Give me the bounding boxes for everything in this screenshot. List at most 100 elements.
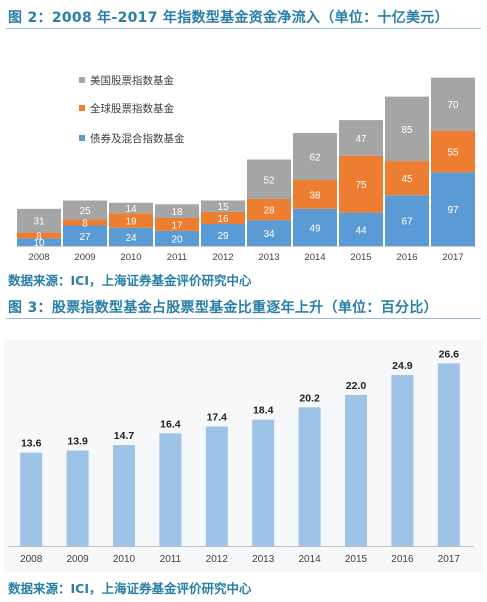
data-label-2015-s1: 75 xyxy=(355,180,367,191)
bar-segment-2012-s2 xyxy=(201,200,245,212)
data-label-2015-s2: 47 xyxy=(355,134,367,145)
data-label-2010-s0: 24 xyxy=(125,233,137,244)
data-label-2012-s1: 16 xyxy=(217,214,229,225)
x-tick-label-2008: 2008 xyxy=(28,252,49,263)
data-label-2008-s0: 10 xyxy=(33,238,45,249)
x-tick-label-2016: 2016 xyxy=(396,252,417,263)
data-label-2017-s0: 97 xyxy=(447,205,459,216)
data-label-2010-s2: 14 xyxy=(125,204,137,215)
data-label-2013: 18.4 xyxy=(253,405,274,417)
data-label-2016-s1: 45 xyxy=(401,174,413,185)
x-tick-label-2009: 2009 xyxy=(66,554,89,565)
data-label-2009-s1: 8 xyxy=(82,218,88,229)
x-tick-label-2011: 2011 xyxy=(167,252,187,263)
bar-segment-2013-s2 xyxy=(247,159,291,199)
x-tick-label-2014: 2014 xyxy=(298,554,321,565)
x-tick-label-2012: 2012 xyxy=(212,252,233,263)
data-label-2013-s2: 52 xyxy=(263,175,275,186)
data-label-2013-s0: 34 xyxy=(263,229,275,240)
x-tick-label-2015: 2015 xyxy=(350,252,371,263)
net-inflow-chart-panel: 10 8 31 2008 27 8 25 2009 24 19 14 2010 20 17 18 2011 29… xyxy=(4,44,483,266)
bar-segment-2011-s1 xyxy=(155,217,199,231)
data-label-2012: 17.4 xyxy=(207,412,228,424)
bar-segment-2015-s2 xyxy=(339,120,383,156)
data-label-2014-s1: 38 xyxy=(309,190,321,201)
bar-2010 xyxy=(113,445,135,546)
bar-segment-2014-s0 xyxy=(293,208,337,246)
data-label-2011: 16.4 xyxy=(160,418,181,430)
data-label-2016: 24.9 xyxy=(392,360,413,372)
bar-segment-2014-s1 xyxy=(293,180,337,209)
bar-segment-2008-s1 xyxy=(17,232,61,239)
data-label-2009: 13.9 xyxy=(67,436,88,448)
data-label-2012-s2: 15 xyxy=(217,202,229,213)
bar-segment-2011-s2 xyxy=(155,204,199,218)
bar-2013 xyxy=(252,419,275,546)
legend-swatch-1 xyxy=(79,105,85,111)
bar-2009 xyxy=(66,450,89,546)
data-label-2015: 22.0 xyxy=(346,380,367,392)
data-label-2016-s0: 67 xyxy=(401,217,413,228)
bar-segment-2010-s2 xyxy=(109,202,153,214)
bar-2014 xyxy=(298,407,321,546)
x-tick-label-2014: 2014 xyxy=(304,252,325,263)
bar-segment-2015-s1 xyxy=(339,155,383,213)
net-inflow-stacked-bar-chart: 1083120082782520092419142010201718201129… xyxy=(16,74,476,263)
bar-2016 xyxy=(391,375,414,546)
data-label-2014-s0: 49 xyxy=(309,223,321,234)
x-tick-label-2013: 2013 xyxy=(258,252,279,263)
data-label-2016-s2: 85 xyxy=(401,125,413,136)
figure2-title: 图 3：股票指数型基金占股票型基金比重逐年上升（单位：百分比） xyxy=(8,300,438,316)
bar-2015 xyxy=(345,394,367,546)
x-tick-label-2010: 2010 xyxy=(113,554,136,565)
x-tick-label-2015: 2015 xyxy=(345,554,368,565)
figure1-title-rule xyxy=(6,28,481,29)
data-label-2015-s0: 44 xyxy=(355,225,367,236)
bar-segment-2012-s0 xyxy=(201,224,245,246)
bar-segment-2012-s1 xyxy=(201,211,245,225)
bar-segment-2009-s1 xyxy=(63,219,107,226)
legend-swatch-0 xyxy=(79,135,85,141)
data-label-2013-s1: 28 xyxy=(263,206,275,217)
bar-segment-2013-s1 xyxy=(247,198,291,221)
data-label-2010: 14.7 xyxy=(114,430,135,442)
bar-segment-2009-s0 xyxy=(63,225,107,246)
legend-label-2: 美国股票指数基金 xyxy=(90,74,174,87)
x-tick-label-2009: 2009 xyxy=(74,252,95,263)
legend-label-1: 全球股票指数基金 xyxy=(90,102,174,115)
legend-label-0: 债券及混合指数基金 xyxy=(90,132,185,145)
bar-2011 xyxy=(159,433,182,546)
index-share-chart-panel: 13.6 2008 13.9 2009 14.7 2010 16.4 2011 17.4 2012… xyxy=(4,340,483,572)
bar-segment-2016-s2 xyxy=(385,96,429,162)
data-label-2014-s2: 62 xyxy=(309,153,321,164)
data-label-2008: 13.6 xyxy=(21,438,42,450)
data-label-2017-s2: 70 xyxy=(447,100,459,111)
bar-segment-2017-s2 xyxy=(431,77,475,131)
bar-segment-2013-s0 xyxy=(247,220,291,246)
x-tick-label-2010: 2010 xyxy=(120,252,141,263)
bar-segment-2010-s1 xyxy=(109,213,153,228)
x-tick-label-2012: 2012 xyxy=(206,554,229,565)
figure1-title: 图 2：2008 年-2017 年指数型基金资金净流入（单位：十亿美元） xyxy=(8,10,449,26)
data-label-2011-s1: 17 xyxy=(171,220,183,231)
data-label-2014: 20.2 xyxy=(299,392,320,404)
bar-segment-2016-s1 xyxy=(385,161,429,196)
data-label-2008-s2: 31 xyxy=(33,217,45,228)
data-label-2010-s1: 19 xyxy=(125,217,137,228)
bar-segment-2015-s0 xyxy=(339,212,383,246)
data-label-2011-s2: 18 xyxy=(171,207,183,218)
bar-segment-2011-s0 xyxy=(155,230,199,246)
x-tick-label-2008: 2008 xyxy=(20,554,43,565)
bar-2012 xyxy=(205,426,228,546)
bar-segment-2016-s0 xyxy=(385,195,429,246)
x-tick-label-2017: 2017 xyxy=(438,554,461,565)
data-label-2017-s1: 55 xyxy=(447,148,459,159)
bar-segment-2009-s2 xyxy=(63,200,107,220)
bar-2017 xyxy=(437,363,460,546)
bar-segment-2017-s1 xyxy=(431,130,475,173)
data-label-2008-s1: 8 xyxy=(36,231,42,242)
x-tick-label-2013: 2013 xyxy=(252,554,275,565)
data-label-2011-s0: 20 xyxy=(171,234,183,245)
bar-segment-2008-s0 xyxy=(17,238,61,246)
x-tick-label-2017: 2017 xyxy=(442,252,463,263)
